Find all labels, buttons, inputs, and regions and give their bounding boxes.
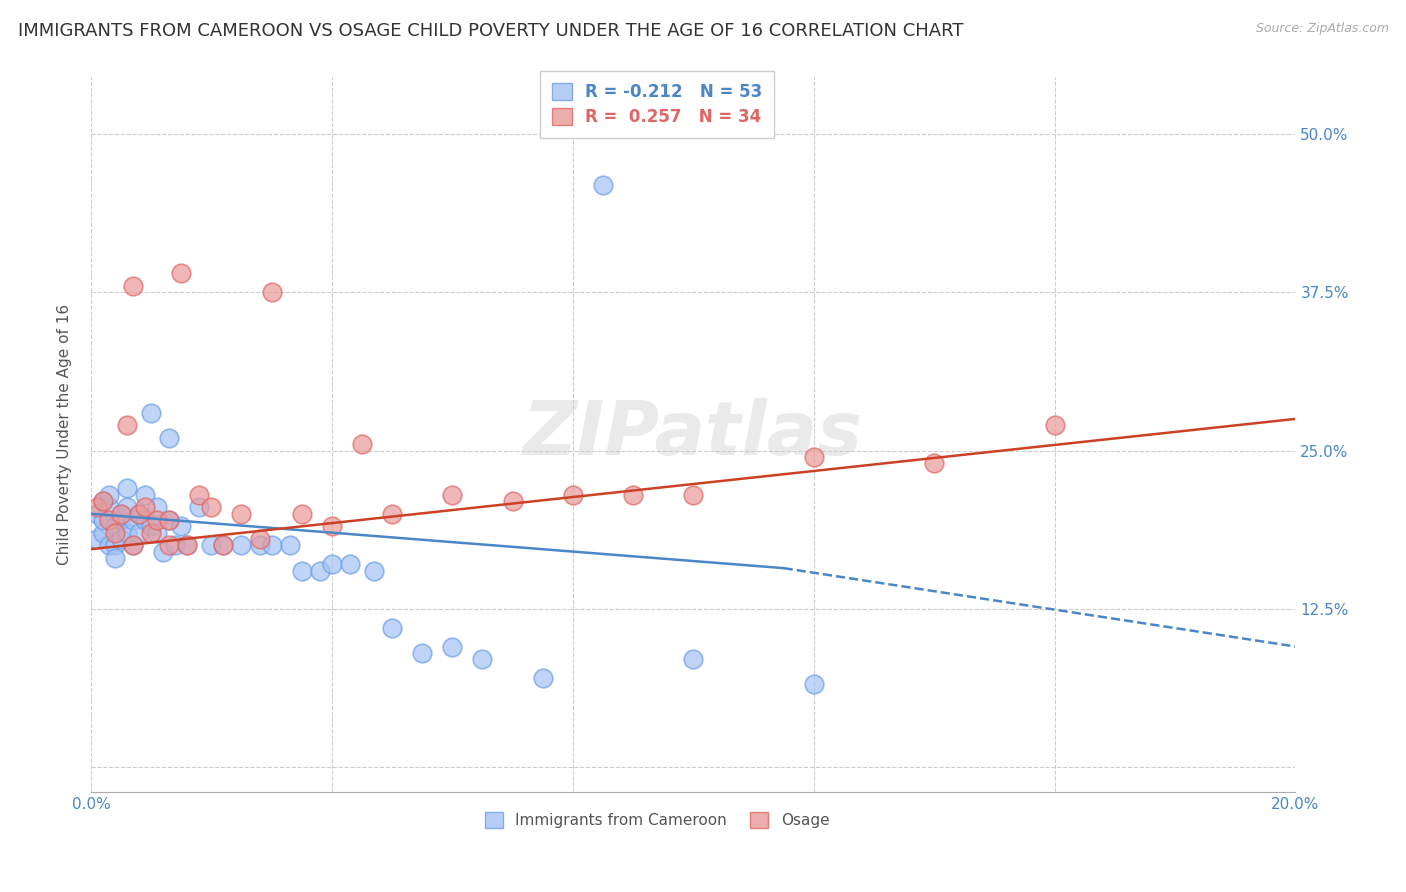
- Point: [91, 494, 114, 508]
- Point: [278, 538, 301, 552]
- Point: [188, 500, 211, 515]
- Point: [157, 431, 180, 445]
- Point: [141, 406, 163, 420]
- Point: [165, 538, 187, 552]
- Point: [212, 538, 235, 552]
- Y-axis label: Child Poverty Under the Age of 16: Child Poverty Under the Age of 16: [58, 304, 72, 566]
- Point: [110, 532, 132, 546]
- Point: [200, 538, 222, 552]
- Point: [104, 519, 127, 533]
- Point: [170, 267, 193, 281]
- Point: [592, 178, 614, 192]
- Point: [104, 525, 127, 540]
- Point: [502, 494, 524, 508]
- Point: [110, 507, 132, 521]
- Point: [122, 279, 145, 293]
- Point: [176, 538, 198, 552]
- Point: [188, 488, 211, 502]
- Point: [170, 519, 193, 533]
- Point: [260, 285, 283, 300]
- Point: [321, 519, 343, 533]
- Point: [152, 544, 174, 558]
- Point: [249, 532, 271, 546]
- Point: [115, 500, 138, 515]
- Point: [176, 538, 198, 552]
- Point: [291, 507, 314, 521]
- Point: [531, 671, 554, 685]
- Point: [110, 507, 132, 521]
- Point: [141, 519, 163, 533]
- Point: [141, 525, 163, 540]
- Point: [146, 500, 169, 515]
- Point: [441, 640, 464, 654]
- Point: [146, 513, 169, 527]
- Point: [350, 437, 373, 451]
- Point: [339, 558, 361, 572]
- Point: [128, 507, 150, 521]
- Point: [561, 488, 583, 502]
- Point: [115, 525, 138, 540]
- Point: [104, 538, 127, 552]
- Point: [212, 538, 235, 552]
- Point: [363, 564, 385, 578]
- Point: [86, 532, 108, 546]
- Point: [682, 488, 704, 502]
- Point: [231, 507, 253, 521]
- Point: [803, 677, 825, 691]
- Point: [157, 513, 180, 527]
- Text: ZIPatlas: ZIPatlas: [523, 398, 863, 471]
- Point: [411, 646, 433, 660]
- Point: [134, 513, 156, 527]
- Point: [86, 507, 108, 521]
- Point: [122, 513, 145, 527]
- Point: [98, 488, 121, 502]
- Point: [621, 488, 644, 502]
- Point: [128, 507, 150, 521]
- Point: [104, 551, 127, 566]
- Point: [122, 538, 145, 552]
- Point: [471, 652, 494, 666]
- Point: [86, 500, 108, 515]
- Legend: Immigrants from Cameroon, Osage: Immigrants from Cameroon, Osage: [479, 806, 835, 834]
- Point: [115, 482, 138, 496]
- Point: [1043, 418, 1066, 433]
- Point: [682, 652, 704, 666]
- Point: [381, 507, 404, 521]
- Point: [91, 525, 114, 540]
- Point: [134, 488, 156, 502]
- Point: [291, 564, 314, 578]
- Point: [110, 513, 132, 527]
- Point: [122, 538, 145, 552]
- Point: [91, 513, 114, 527]
- Point: [231, 538, 253, 552]
- Point: [260, 538, 283, 552]
- Text: IMMIGRANTS FROM CAMEROON VS OSAGE CHILD POVERTY UNDER THE AGE OF 16 CORRELATION : IMMIGRANTS FROM CAMEROON VS OSAGE CHILD …: [18, 22, 963, 40]
- Point: [128, 525, 150, 540]
- Point: [157, 538, 180, 552]
- Point: [98, 500, 121, 515]
- Point: [803, 450, 825, 464]
- Point: [441, 488, 464, 502]
- Text: Source: ZipAtlas.com: Source: ZipAtlas.com: [1256, 22, 1389, 36]
- Point: [922, 456, 945, 470]
- Point: [157, 513, 180, 527]
- Point: [115, 418, 138, 433]
- Point: [91, 494, 114, 508]
- Point: [308, 564, 330, 578]
- Point: [146, 525, 169, 540]
- Point: [249, 538, 271, 552]
- Point: [134, 500, 156, 515]
- Point: [381, 621, 404, 635]
- Point: [98, 538, 121, 552]
- Point: [321, 558, 343, 572]
- Point: [98, 513, 121, 527]
- Point: [200, 500, 222, 515]
